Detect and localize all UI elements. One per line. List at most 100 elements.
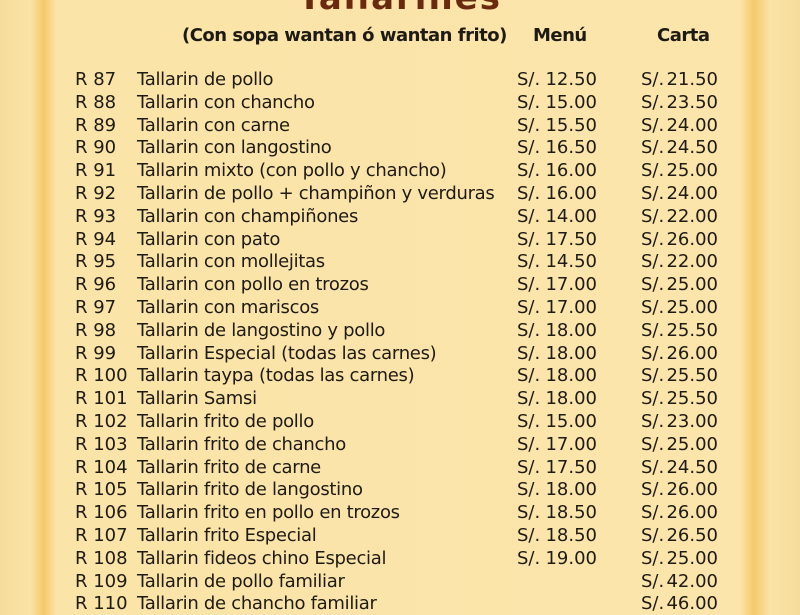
carta-currency: S/. <box>641 319 665 341</box>
carta-price: 24.00 <box>666 183 718 204</box>
menu-price: 17.50 <box>545 228 597 250</box>
menu-price: 17.50 <box>545 456 597 478</box>
menu-price: 16.50 <box>545 137 597 159</box>
carta-price: 26.00 <box>666 502 718 524</box>
carta-currency: S/. <box>641 388 665 410</box>
item-code: R 87 <box>75 69 117 90</box>
menu-currency: S/. <box>517 525 541 546</box>
menu-price: 18.00 <box>545 479 597 501</box>
item-name: Tallarin con langostino <box>137 137 332 159</box>
item-code: R 94 <box>75 228 117 250</box>
menu-currency: S/. <box>517 319 541 341</box>
item-code: R 98 <box>75 319 117 341</box>
carta-price: 25.00 <box>666 160 718 182</box>
menu-price: 17.00 <box>545 297 597 318</box>
carta-price: 46.00 <box>666 593 718 615</box>
carta-price: 22.00 <box>666 205 718 227</box>
item-code: R 90 <box>75 137 117 159</box>
carta-currency: S/. <box>641 160 665 182</box>
carta-currency: S/. <box>641 274 665 296</box>
carta-price: 24.00 <box>666 114 718 136</box>
menu-item-row: R 97 Tallarin con mariscos S/. 17.00 S/. 25.0… <box>0 296 800 319</box>
menu-currency: S/. <box>517 547 541 569</box>
menu-currency: S/. <box>517 297 541 318</box>
carta-currency: S/. <box>641 251 665 273</box>
item-name: Tallarin con mariscos <box>137 297 319 318</box>
carta-currency: S/. <box>641 342 665 364</box>
menu-item-row: R 104 Tallarin frito de carne S/. 17.50 S/. 2… <box>0 456 800 479</box>
menu-currency: S/. <box>517 274 541 296</box>
carta-currency: S/. <box>641 479 665 501</box>
menu-price: 16.00 <box>545 183 597 204</box>
menu-currency: S/. <box>517 160 541 182</box>
item-name: Tallarin frito de carne <box>137 456 321 478</box>
item-code: R 104 <box>75 456 128 478</box>
carta-currency: S/. <box>641 365 665 387</box>
menu-price: 19.00 <box>545 547 597 569</box>
menu-price: 16.00 <box>545 160 597 182</box>
carta-currency: S/. <box>641 297 665 318</box>
menu-price: 18.00 <box>545 319 597 341</box>
carta-currency: S/. <box>641 114 665 136</box>
item-name: Tallarin con champiñones <box>137 205 359 227</box>
menu-currency: S/. <box>517 365 541 387</box>
item-name: Tallarin de pollo + champiñon y verduras <box>137 183 495 204</box>
item-name: Tallarin taypa (todas las carnes) <box>137 365 415 387</box>
item-name: Tallarin frito Especial <box>137 525 317 546</box>
menu-currency: S/. <box>517 91 541 113</box>
item-name: Tallarin frito en pollo en trozos <box>137 502 400 524</box>
menu-price: 18.00 <box>545 388 597 410</box>
item-name: Tallarin con carne <box>137 114 290 136</box>
menu-item-row: R 98 Tallarin de langostino y pollo S/. 18.… <box>0 319 800 342</box>
menu-item-row: R 103 Tallarin frito de chancho S/. 17.00 S/… <box>0 433 800 456</box>
item-name: Tallarin fideos chino Especial <box>137 547 387 569</box>
menu-currency: S/. <box>517 251 541 273</box>
menu-price: 14.00 <box>545 205 597 227</box>
carta-price: 25.50 <box>666 365 718 387</box>
menu-currency: S/. <box>517 502 541 524</box>
menu-item-row: R 89 Tallarin con carne S/. 15.50 S/. 24.00 <box>0 114 800 137</box>
item-code: R 102 <box>75 411 128 432</box>
carta-currency: S/. <box>641 502 665 524</box>
item-code: R 107 <box>75 525 128 546</box>
carta-price: 42.00 <box>666 570 718 592</box>
carta-price: 24.50 <box>666 137 718 159</box>
carta-price: 21.50 <box>666 69 718 90</box>
carta-price: 22.00 <box>666 251 718 273</box>
item-name: Tallarin con mollejitas <box>137 251 325 273</box>
menu-currency: S/. <box>517 479 541 501</box>
carta-price: 25.50 <box>666 388 718 410</box>
menu-item-row: R 96 Tallarin con pollo en trozos S/. 17.00… <box>0 273 800 296</box>
carta-currency: S/. <box>641 593 665 615</box>
item-code: R 100 <box>75 365 128 387</box>
menu-price: 18.00 <box>545 342 597 364</box>
subtitle: (Con sopa wantan ó wantan frito) <box>182 25 507 46</box>
carta-price: 26.00 <box>666 342 718 364</box>
carta-currency: S/. <box>641 411 665 432</box>
item-code: R 106 <box>75 502 128 524</box>
menu-currency: S/. <box>517 183 541 204</box>
carta-price: 26.50 <box>666 525 718 546</box>
carta-price: 24.50 <box>666 456 718 478</box>
menu-price: 14.50 <box>545 251 597 273</box>
menu-title-fragment: Tallarines <box>0 0 800 18</box>
menu-currency: S/. <box>517 114 541 136</box>
carta-price: 26.00 <box>666 479 718 501</box>
item-name: Tallarin Samsi <box>137 388 257 410</box>
item-name: Tallarin frito de langostino <box>137 479 363 501</box>
menu-item-row: R 109 Tallarin de pollo familiar S/. 42.00 <box>0 570 800 593</box>
carta-currency: S/. <box>641 570 665 592</box>
menu-price: 15.00 <box>545 411 597 432</box>
item-name: Tallarin Especial (todas las carnes) <box>137 342 437 364</box>
item-name: Tallarin de langostino y pollo <box>137 319 386 341</box>
menu-price: 17.00 <box>545 274 597 296</box>
menu-item-row: R 102 Tallarin frito de pollo S/. 15.00 S/. 2… <box>0 410 800 433</box>
item-name: Tallarin con pato <box>137 228 281 250</box>
menu-currency: S/. <box>517 411 541 432</box>
item-name: Tallarin de pollo <box>137 69 274 90</box>
menu-currency: S/. <box>517 228 541 250</box>
menu-item-row: R 93 Tallarin con champiñones S/. 14.00 S/. 2… <box>0 205 800 228</box>
menu-item-row: R 91 Tallarin mixto (con pollo y chancho)… <box>0 159 800 182</box>
carta-currency: S/. <box>641 183 665 204</box>
menu-price: 18.50 <box>545 502 597 524</box>
